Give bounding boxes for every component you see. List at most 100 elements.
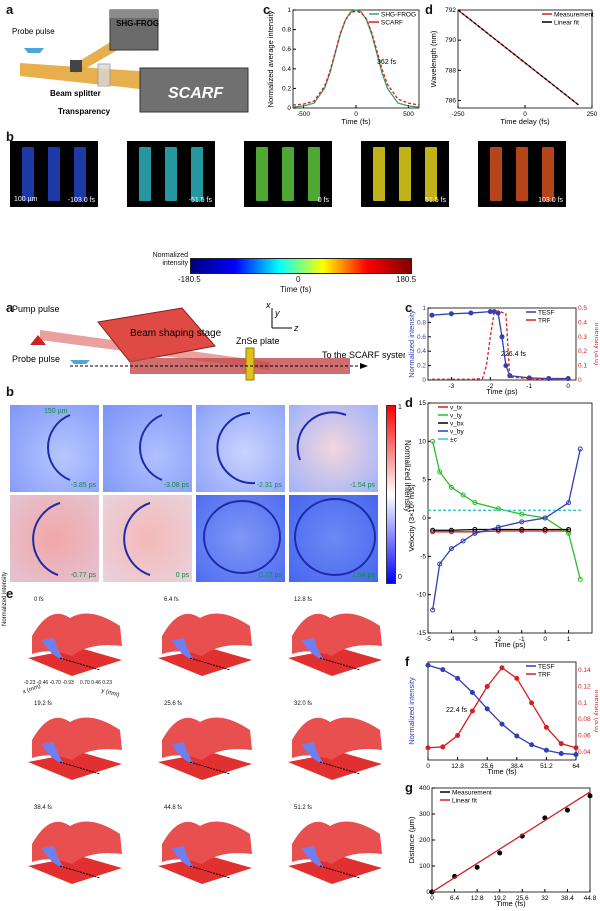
data-point: [440, 744, 446, 750]
pump-pulse-label: Pump pulse: [12, 304, 60, 314]
data-point: [499, 721, 505, 727]
surface-guide-line: [319, 761, 361, 775]
y2-tick-label: 0.08: [578, 716, 591, 723]
map-time-label: -1.54 ps: [349, 482, 375, 489]
data-point: [468, 310, 474, 316]
y2-tick-label: 0.12: [578, 684, 591, 691]
ring-ellipse: [294, 498, 376, 576]
surface-frame: 44.8 fs: [140, 804, 258, 893]
probe-pulse-label: Probe pulse: [12, 27, 55, 36]
data-point: [430, 607, 436, 613]
legend-label: v_by: [450, 429, 464, 436]
axis-z-label: z: [293, 323, 299, 333]
legend-label: TRF: [538, 672, 551, 679]
plot-frame: [427, 307, 577, 381]
data-point: [558, 741, 564, 747]
data-point: [430, 438, 436, 444]
surface-top: [32, 613, 122, 656]
strip-bar: [48, 147, 60, 201]
x-tick-label: 0: [566, 383, 570, 390]
shg-frog-label: SHG-FROG: [116, 19, 159, 28]
x-tick-label: 500: [403, 111, 414, 118]
data-point: [448, 527, 454, 533]
strip-bar: [74, 147, 86, 201]
surface-axis-zlabel: Normalized intensity: [2, 571, 8, 626]
pump-pulse-icon: [30, 335, 46, 345]
surface-dip: [42, 846, 64, 868]
y-tick-label: -5: [420, 553, 426, 560]
ring-arc: [123, 502, 151, 576]
y2-tick-label: 0.04: [578, 749, 591, 756]
map-time-label: 0 ps: [175, 572, 189, 579]
surface-time-label: 32.0 fs: [294, 701, 313, 707]
y2-tick-label: 0.1: [578, 700, 587, 707]
data-point: [440, 667, 446, 673]
series-line: [292, 10, 420, 106]
data-point: [542, 515, 548, 521]
strip-frame-3: 51.5 fs: [361, 141, 449, 207]
strip-frame-0: -103.0 fs 100 µm: [10, 141, 98, 207]
data-point: [529, 742, 535, 748]
data-point: [519, 511, 525, 517]
scale-bar-label: 100 µm: [14, 196, 38, 203]
data-point: [484, 706, 490, 712]
x-tick-label: -3: [448, 383, 454, 390]
surface-guide-line: [189, 865, 231, 879]
series-line: [432, 448, 581, 611]
y-tick-label: 0: [287, 105, 291, 112]
data-point: [546, 376, 552, 382]
surface-dip: [302, 638, 324, 660]
map-time-label: -3.85 ps: [70, 482, 96, 489]
surface-frame: 38.4 fs: [10, 804, 128, 893]
setup-diagram-2: x y z Pump pulse Beam shaping stage ZnSe…: [12, 300, 405, 381]
x-tick-label: -2: [495, 636, 501, 643]
legend-label: Measurement: [452, 790, 492, 797]
surface-frame: 32.0 fs: [270, 700, 388, 789]
y-axis-label: Normalized intensity: [407, 677, 416, 745]
beam-shaping-box: [97, 307, 216, 363]
data-point: [469, 708, 475, 714]
y2-tick-label: 0.3: [578, 334, 587, 341]
y-tick-label: 0.8: [282, 27, 291, 34]
data-point: [430, 527, 436, 533]
surface-frame: 19.2 fs: [10, 700, 128, 789]
y2-tick-label: 0.5: [578, 305, 587, 312]
x-tick-label: -250: [451, 111, 464, 118]
legend-label: Linear fit: [452, 798, 477, 805]
surface-plot: [28, 717, 122, 780]
y-tick-label: 0.6: [282, 46, 291, 53]
strip-frame-1: -51.5 fs: [127, 141, 215, 207]
data-point: [469, 689, 475, 695]
y-tick-label: 1: [422, 305, 426, 312]
legend-label: TESF: [538, 310, 555, 317]
data-point: [425, 662, 431, 668]
panel-letter-a2: a: [6, 300, 14, 315]
data-point: [573, 745, 579, 751]
data-point: [566, 500, 572, 506]
axis-y-label: y: [274, 308, 280, 318]
scarf-label: SCARF: [168, 85, 224, 102]
y-tick-label: 0.4: [282, 66, 291, 73]
x-tick-label: 0: [523, 111, 527, 118]
data-point: [543, 724, 549, 730]
legend-label: Measurement: [554, 12, 594, 19]
series-line: [432, 441, 581, 580]
y-tick-label: -10: [417, 592, 427, 599]
data-point: [448, 546, 454, 552]
data-point: [519, 527, 525, 532]
y-tick-label: 0.6: [417, 334, 426, 341]
ring-arc: [47, 414, 71, 481]
annotation-label: 22.4 fs: [446, 707, 468, 714]
probe-arrow-icon: [360, 363, 368, 369]
surface-dip: [42, 742, 64, 764]
surface-time-label: 44.8 fs: [164, 805, 183, 811]
x-tick-label: 38.4: [510, 763, 523, 770]
surface-guide-line: [59, 761, 101, 775]
surface-time-label: 6.4 fs: [164, 597, 179, 603]
strip-time-label: 51.5 fs: [424, 197, 446, 204]
panel-letter-b2: b: [6, 384, 14, 399]
data-point: [542, 527, 548, 532]
chart-g: 0 6.4 12.8 19.2 25.6 32 38.4 44.8 0 100 200 300 400 T…: [407, 785, 597, 908]
y-axis-label: Normalized intensity: [407, 310, 416, 378]
data-point: [484, 684, 490, 689]
